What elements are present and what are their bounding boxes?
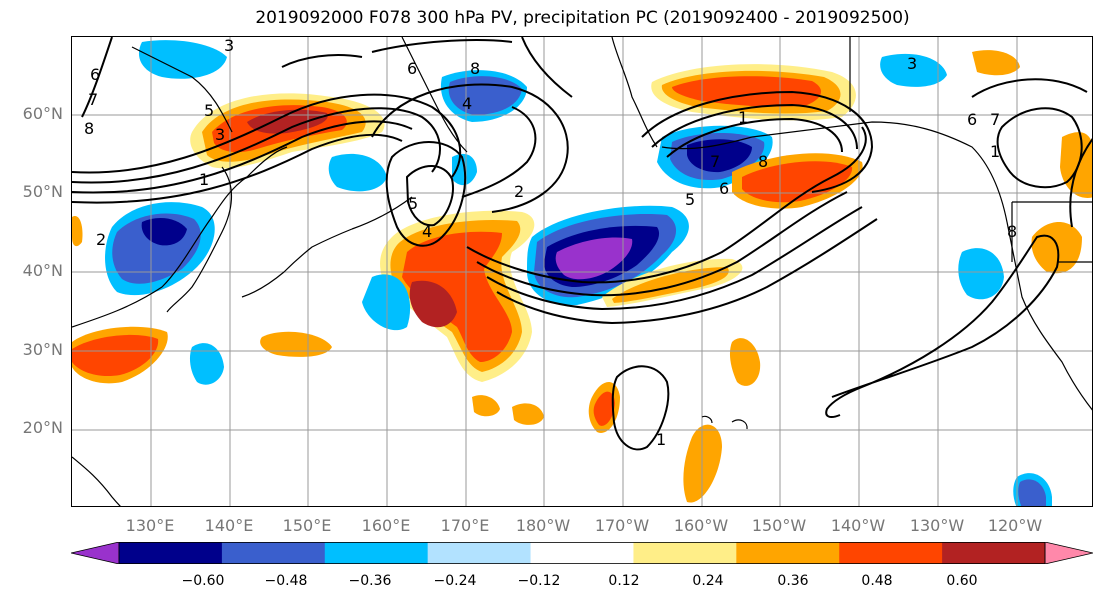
colorbar-tick: 0.12 (608, 573, 640, 589)
colorbar (71, 542, 1093, 564)
colorbar-tick: 0.60 (946, 573, 978, 589)
contour-label: 3 (224, 37, 234, 55)
contour-label: 6 (407, 59, 417, 78)
colorbar-tick: −0.60 (181, 573, 225, 589)
lon-label-140e: 140°E (204, 516, 254, 535)
colorbar-segment (942, 542, 1046, 564)
contour-label: 8 (470, 59, 480, 78)
contour-label: 4 (422, 222, 432, 241)
colorbar-frame (118, 542, 1046, 564)
precip-shading (72, 40, 1092, 506)
contour-label: 4 (462, 94, 472, 113)
lon-label-140w: 140°W (830, 516, 886, 535)
contour-label: 5 (408, 194, 418, 213)
contour-label: 8 (1007, 222, 1017, 241)
contour-label: 6 (967, 110, 977, 129)
lon-label-160e: 160°E (361, 516, 411, 535)
colorbar-segment (736, 542, 840, 564)
contour-label: 5 (204, 101, 214, 120)
lon-label-180w: 180°W (515, 516, 571, 535)
colorbar-tick: 0.36 (777, 573, 809, 589)
coastlines (72, 37, 1092, 506)
lat-label-20n: 20°N (22, 418, 63, 437)
colorbar-segment (633, 542, 737, 564)
contour-label: 1 (738, 108, 748, 127)
lat-label-60n: 60°N (22, 104, 63, 123)
contour-label: 8 (84, 119, 94, 138)
colorbar-segment (324, 542, 429, 564)
colorbar-tick: −0.12 (517, 573, 561, 589)
colorbar-tick: −0.48 (264, 573, 308, 589)
contour-label: 1 (990, 142, 1000, 161)
colorbar-segment (427, 542, 532, 564)
lon-label-160w: 160°W (673, 516, 729, 535)
colorbar-tick: 0.24 (692, 573, 724, 589)
colorbar-segment (839, 542, 943, 564)
contour-label: 6 (719, 179, 729, 198)
pv-contours (72, 37, 1092, 451)
contour-label: 7 (88, 90, 98, 109)
lat-label-50n: 50°N (22, 182, 63, 201)
colorbar-segment (221, 542, 326, 564)
contour-label: 6 (90, 65, 100, 84)
contour-label: 1 (656, 430, 666, 449)
map-canvas: 3 6 7 8 5 6 8 4 2 1 3 5 2 1 8 6 7 1 5 4 … (72, 37, 1092, 506)
contour-label: 3 (907, 54, 917, 73)
map-title: 2019092000 F078 300 hPa PV, precipitatio… (255, 8, 910, 28)
contour-label: 8 (758, 152, 768, 171)
lat-label-30n: 30°N (22, 340, 63, 359)
colorbar-tick: −0.36 (348, 573, 392, 589)
map-panel: 3 6 7 8 5 6 8 4 2 1 3 5 2 1 8 6 7 1 5 4 … (71, 36, 1093, 507)
contour-label: 2 (96, 230, 106, 249)
contour-label: 1 (199, 170, 209, 189)
colorbar-segment (530, 542, 634, 564)
lon-label-120w: 120°W (987, 516, 1043, 535)
contour-labels: 3 6 7 8 5 6 8 4 2 1 3 5 2 1 8 6 7 1 5 4 … (84, 37, 1017, 449)
contour-label: 3 (215, 125, 225, 144)
contour-label: 2 (514, 182, 524, 201)
lon-label-170e: 170°E (440, 516, 490, 535)
colorbar-extend-high (1044, 542, 1093, 564)
lat-label-40n: 40°N (22, 261, 63, 280)
lon-label-170w: 170°W (594, 516, 650, 535)
colorbar-extend-low (71, 542, 120, 564)
colorbar-segment (119, 542, 223, 564)
colorbar-tick: −0.24 (433, 573, 477, 589)
lon-label-130w: 130°W (909, 516, 965, 535)
lon-label-150e: 150°E (282, 516, 332, 535)
lon-label-130e: 130°E (125, 516, 175, 535)
contour-label: 7 (990, 110, 1000, 129)
contour-label: 5 (685, 190, 695, 209)
colorbar-tick: 0.48 (861, 573, 893, 589)
contour-label: 7 (710, 152, 720, 171)
lon-label-150w: 150°W (751, 516, 807, 535)
